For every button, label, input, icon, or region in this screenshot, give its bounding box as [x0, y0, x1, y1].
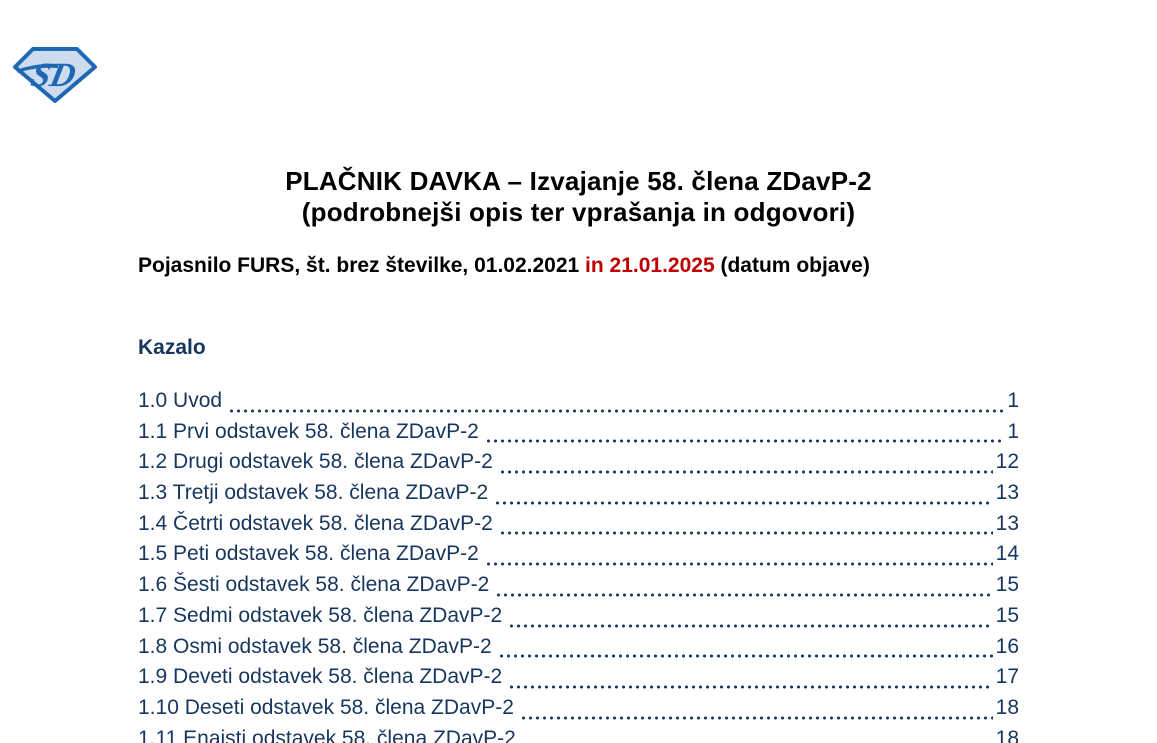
toc-entry-label: 1.11 Enajsti odstavek 58. člena ZDavP-2 [138, 726, 516, 743]
toc-dot-leader [484, 542, 993, 574]
toc-entry-label: 1.1 Prvi odstavek 58. člena ZDavP-2 [138, 419, 479, 443]
toc-entry[interactable]: 1.4 Četrti odstavek 58. člena ZDavP-2 13 [138, 511, 1019, 543]
subtitle-suffix: (datum objave) [714, 254, 870, 277]
toc-entry[interactable]: 1.1 Prvi odstavek 58. člena ZDavP-2 1 [138, 419, 1019, 451]
sd-diamond-logo: SD [13, 47, 97, 103]
document-title-line1: PLAČNIK DAVKA – Izvajanje 58. člena ZDav… [285, 166, 872, 196]
toc-heading: Kazalo [138, 336, 206, 359]
toc-entry-page-number: 13 [995, 481, 1019, 505]
toc-entry-page-number: 1 [1007, 389, 1019, 412]
subtitle-prefix: Pojasnilo FURS, št. brez številke, 01.02… [138, 254, 586, 277]
toc-entry[interactable]: 1.0 Uvod 1 [138, 389, 1019, 420]
toc-dot-leader [228, 389, 1005, 420]
toc-entry-label: 1.2 Drugi odstavek 58. člena ZDavP-2 [138, 450, 493, 474]
toc-dot-leader [484, 419, 1005, 451]
toc-dot-leader [508, 603, 993, 635]
toc-entry-label: 1.0 Uvod [138, 389, 223, 412]
toc-entry[interactable]: 1.9 Deveti odstavek 58. člena ZDavP-2 17 [138, 665, 1019, 696]
logo-letters: SD [28, 56, 80, 94]
toc-dot-leader [498, 450, 993, 482]
toc-entry-label: 1.7 Sedmi odstavek 58. člena ZDavP-2 [138, 603, 503, 627]
toc-entry-label: 1.10 Deseti odstavek 58. člena ZDavP-2 [138, 695, 514, 719]
toc-entry-label: 1.3 Tretji odstavek 58. člena ZDavP-2 [138, 481, 489, 505]
toc-entry[interactable]: 1.8 Osmi odstavek 58. člena ZDavP-2 16 [138, 634, 1019, 666]
toc-entry-page-number: 15 [995, 573, 1019, 597]
toc-dot-leader [519, 695, 993, 727]
toc-dot-leader [495, 573, 993, 604]
svg-text:SD: SD [28, 56, 80, 94]
toc-dot-leader [508, 665, 993, 696]
subtitle-highlight-date: in 21.01.2025 [585, 254, 715, 277]
toc-entry[interactable]: 1.3 Tretji odstavek 58. člena ZDavP-2 13 [138, 481, 1019, 512]
toc-entry-label: 1.6 Šesti odstavek 58. člena ZDavP-2 [138, 573, 490, 597]
toc-entry-label: 1.4 Četrti odstavek 58. člena ZDavP-2 [138, 511, 493, 535]
document-title: PLAČNIK DAVKA – Izvajanje 58. člena ZDav… [138, 166, 1019, 228]
toc-entry[interactable]: 1.10 Deseti odstavek 58. člena ZDavP-2 1… [138, 695, 1019, 727]
toc-entry-label: 1.8 Osmi odstavek 58. člena ZDavP-2 [138, 634, 492, 658]
toc-entry[interactable]: 1.5 Peti odstavek 58. člena ZDavP-2 14 [138, 542, 1019, 574]
toc-entry-page-number: 12 [995, 450, 1019, 474]
toc-entry-label: 1.9 Deveti odstavek 58. člena ZDavP-2 [138, 665, 503, 689]
logo-swoosh [16, 63, 58, 73]
toc-dot-leader [497, 634, 993, 666]
toc-entry[interactable]: 1.11 Enajsti odstavek 58. člena ZDavP-2 … [138, 726, 1019, 743]
document-subtitle: Pojasnilo FURS, št. brez številke, 01.02… [138, 254, 1038, 278]
toc-entry-page-number: 18 [995, 695, 1019, 719]
toc-dot-leader [521, 726, 993, 743]
toc-entry[interactable]: 1.6 Šesti odstavek 58. člena ZDavP-2 15 [138, 573, 1019, 604]
toc-list: 1.0 Uvod 1 1.1 Prvi odstavek 58. člena Z… [138, 389, 1019, 743]
toc-dot-leader [494, 481, 993, 512]
toc-entry-page-number: 18 [995, 726, 1019, 743]
toc-entry-page-number: 1 [1007, 419, 1019, 443]
toc-entry-page-number: 15 [995, 603, 1019, 627]
toc-entry[interactable]: 1.2 Drugi odstavek 58. člena ZDavP-2 12 [138, 450, 1019, 482]
toc-entry-page-number: 17 [995, 665, 1019, 689]
logo-shield-shape [13, 47, 97, 103]
document-title-line2: (podrobnejši opis ter vprašanja in odgov… [301, 197, 856, 227]
toc-dot-leader [498, 511, 993, 543]
toc-entry-page-number: 16 [995, 634, 1019, 658]
toc-entry-page-number: 13 [995, 511, 1019, 535]
toc-entry[interactable]: 1.7 Sedmi odstavek 58. člena ZDavP-2 15 [138, 603, 1019, 635]
toc-entry-page-number: 14 [995, 542, 1019, 566]
toc-entry-label: 1.5 Peti odstavek 58. člena ZDavP-2 [138, 542, 479, 566]
